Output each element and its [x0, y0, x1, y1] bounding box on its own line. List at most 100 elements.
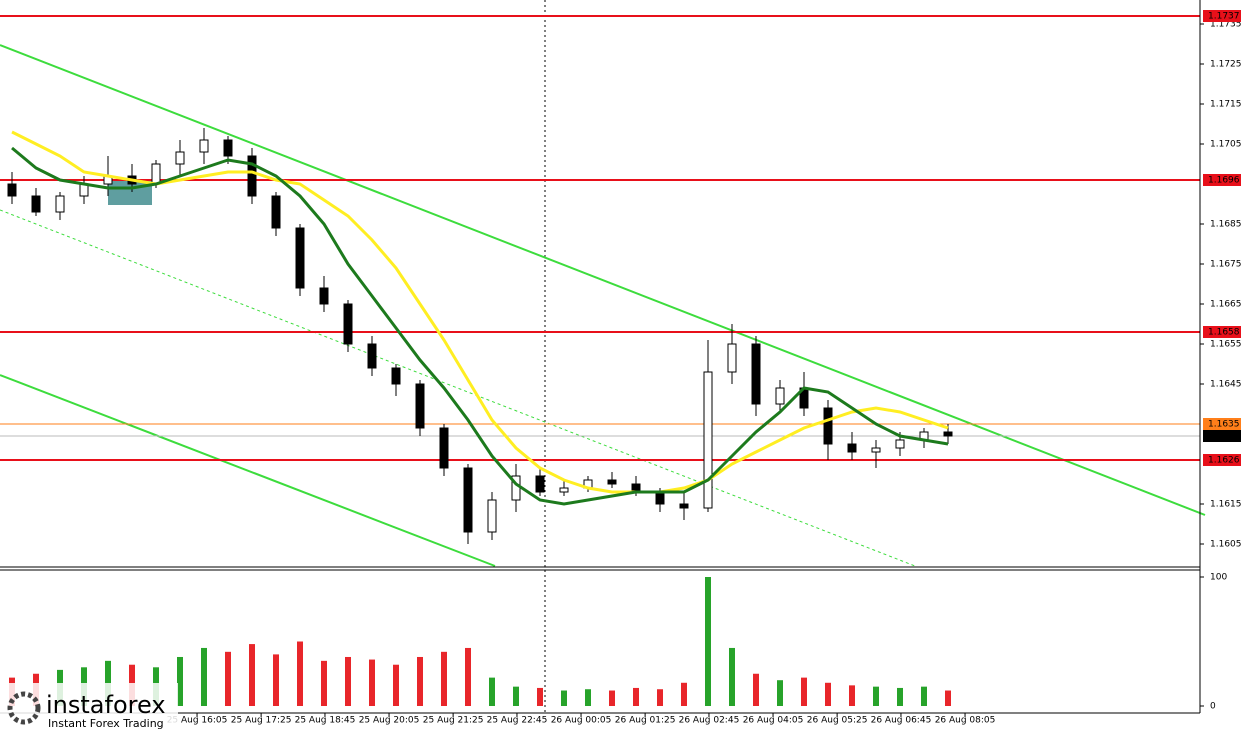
price-label: 1.1696: [1208, 176, 1240, 186]
candle-body: [703, 371, 713, 509]
candle-body: [55, 195, 65, 213]
candle-body: [271, 195, 281, 229]
volume-bar: [393, 664, 399, 706]
candle-body: [319, 287, 329, 305]
x-tick-label: 25 Aug 17:25: [231, 716, 292, 726]
price-label-bg: [1203, 10, 1241, 22]
x-tick-label: 26 Aug 00:05: [551, 716, 612, 726]
trend-line: [0, 374, 496, 567]
volume-bar: [489, 677, 495, 706]
y-tick-label: 1.1705: [1210, 140, 1242, 150]
volume-bar: [897, 687, 903, 706]
candle-body: [823, 407, 833, 445]
x-tick-label: 25 Aug 16:05: [167, 716, 228, 726]
volume-bar: [825, 682, 831, 706]
price-label: 1.1658: [1208, 328, 1240, 338]
moving-average: [11, 146, 949, 506]
price-label-bg: [1203, 326, 1241, 338]
candle-body: [679, 503, 689, 509]
volume-bar: [633, 687, 639, 706]
candle-body: [847, 443, 857, 453]
volume-bar: [417, 656, 423, 706]
volume-bar: [465, 647, 471, 706]
candle-body: [535, 475, 545, 493]
volume-bar: [273, 654, 279, 706]
x-tick-label: 26 Aug 08:05: [935, 716, 996, 726]
x-tick-label: 25 Aug 21:25: [423, 716, 484, 726]
volume-bar: [321, 660, 327, 706]
volume-bar: [369, 659, 375, 706]
candle-body: [31, 195, 41, 213]
price-label: 1.1632: [1208, 432, 1240, 442]
candle-body: [391, 367, 401, 385]
volume-bar: [657, 689, 663, 706]
logo-bg: [0, 683, 178, 733]
volume-bar: [753, 673, 759, 706]
volume-bar: [609, 690, 615, 706]
candle-body: [439, 427, 449, 469]
candle-body: [247, 155, 257, 197]
y-tick-label: 1.1665: [1210, 300, 1242, 310]
volume-bar: [225, 651, 231, 706]
volume-bar: [681, 682, 687, 706]
candle-body: [367, 343, 377, 369]
trend-line: [0, 44, 1206, 516]
y-tick-label: 1.1615: [1210, 500, 1242, 510]
x-tick-label: 26 Aug 04:05: [743, 716, 804, 726]
volume-bar: [921, 686, 927, 706]
x-tick-label: 26 Aug 02:45: [679, 716, 740, 726]
volume-bar: [849, 685, 855, 706]
candle-body: [151, 163, 161, 185]
price-label: 1.1626: [1208, 456, 1240, 466]
volume-bar: [801, 677, 807, 706]
candle-body: [751, 343, 761, 405]
y-tick-label: 1.1715: [1210, 100, 1242, 110]
volume-bar: [201, 647, 207, 706]
candle-body: [607, 479, 617, 485]
moving-average: [11, 130, 949, 494]
x-tick-label: 25 Aug 22:45: [487, 716, 548, 726]
volume-bar: [561, 690, 567, 706]
candle-body: [415, 383, 425, 429]
candle-body: [199, 139, 209, 153]
candle-body: [943, 431, 953, 437]
volume-bar: [249, 644, 255, 706]
x-tick-label: 25 Aug 18:45: [295, 716, 356, 726]
candle-body: [223, 139, 233, 157]
volume-bar: [345, 656, 351, 706]
candle-body: [655, 491, 665, 505]
x-tick-label: 25 Aug 20:05: [359, 716, 420, 726]
trend-line: [0, 209, 916, 567]
y-tick-label: 1.1685: [1210, 220, 1242, 230]
logo-icon: [7, 691, 41, 725]
candle-body: [559, 487, 569, 493]
volume-bar: [729, 647, 735, 706]
volume-bar: [585, 689, 591, 706]
y-tick-label: 1.1645: [1210, 380, 1242, 390]
v-tick-label: 0: [1210, 702, 1216, 712]
volume-bar: [537, 687, 543, 706]
candle-body: [727, 343, 737, 373]
price-label: 1.1635: [1208, 420, 1240, 430]
candle-body: [775, 387, 785, 405]
candle-body: [895, 439, 905, 449]
x-tick-label: 26 Aug 05:25: [807, 716, 868, 726]
v-tick-label: 100: [1210, 573, 1227, 583]
price-label-bg: [1203, 454, 1241, 466]
brand-name: instaforex: [46, 691, 166, 719]
volume-bar: [777, 680, 783, 706]
volume-bar: [873, 686, 879, 706]
price-label-bg: [1203, 418, 1241, 430]
candle-body: [487, 499, 497, 533]
volume-bar: [177, 656, 183, 706]
candle-body: [343, 303, 353, 345]
x-tick-label: 26 Aug 01:25: [615, 716, 676, 726]
x-tick-label: 26 Aug 06:45: [871, 716, 932, 726]
price-label-bg: [1203, 430, 1241, 442]
candle-body: [7, 183, 17, 197]
price-label: 1.1737: [1208, 12, 1240, 22]
y-tick-label: 1.1725: [1210, 60, 1242, 70]
candle-body: [175, 151, 185, 165]
